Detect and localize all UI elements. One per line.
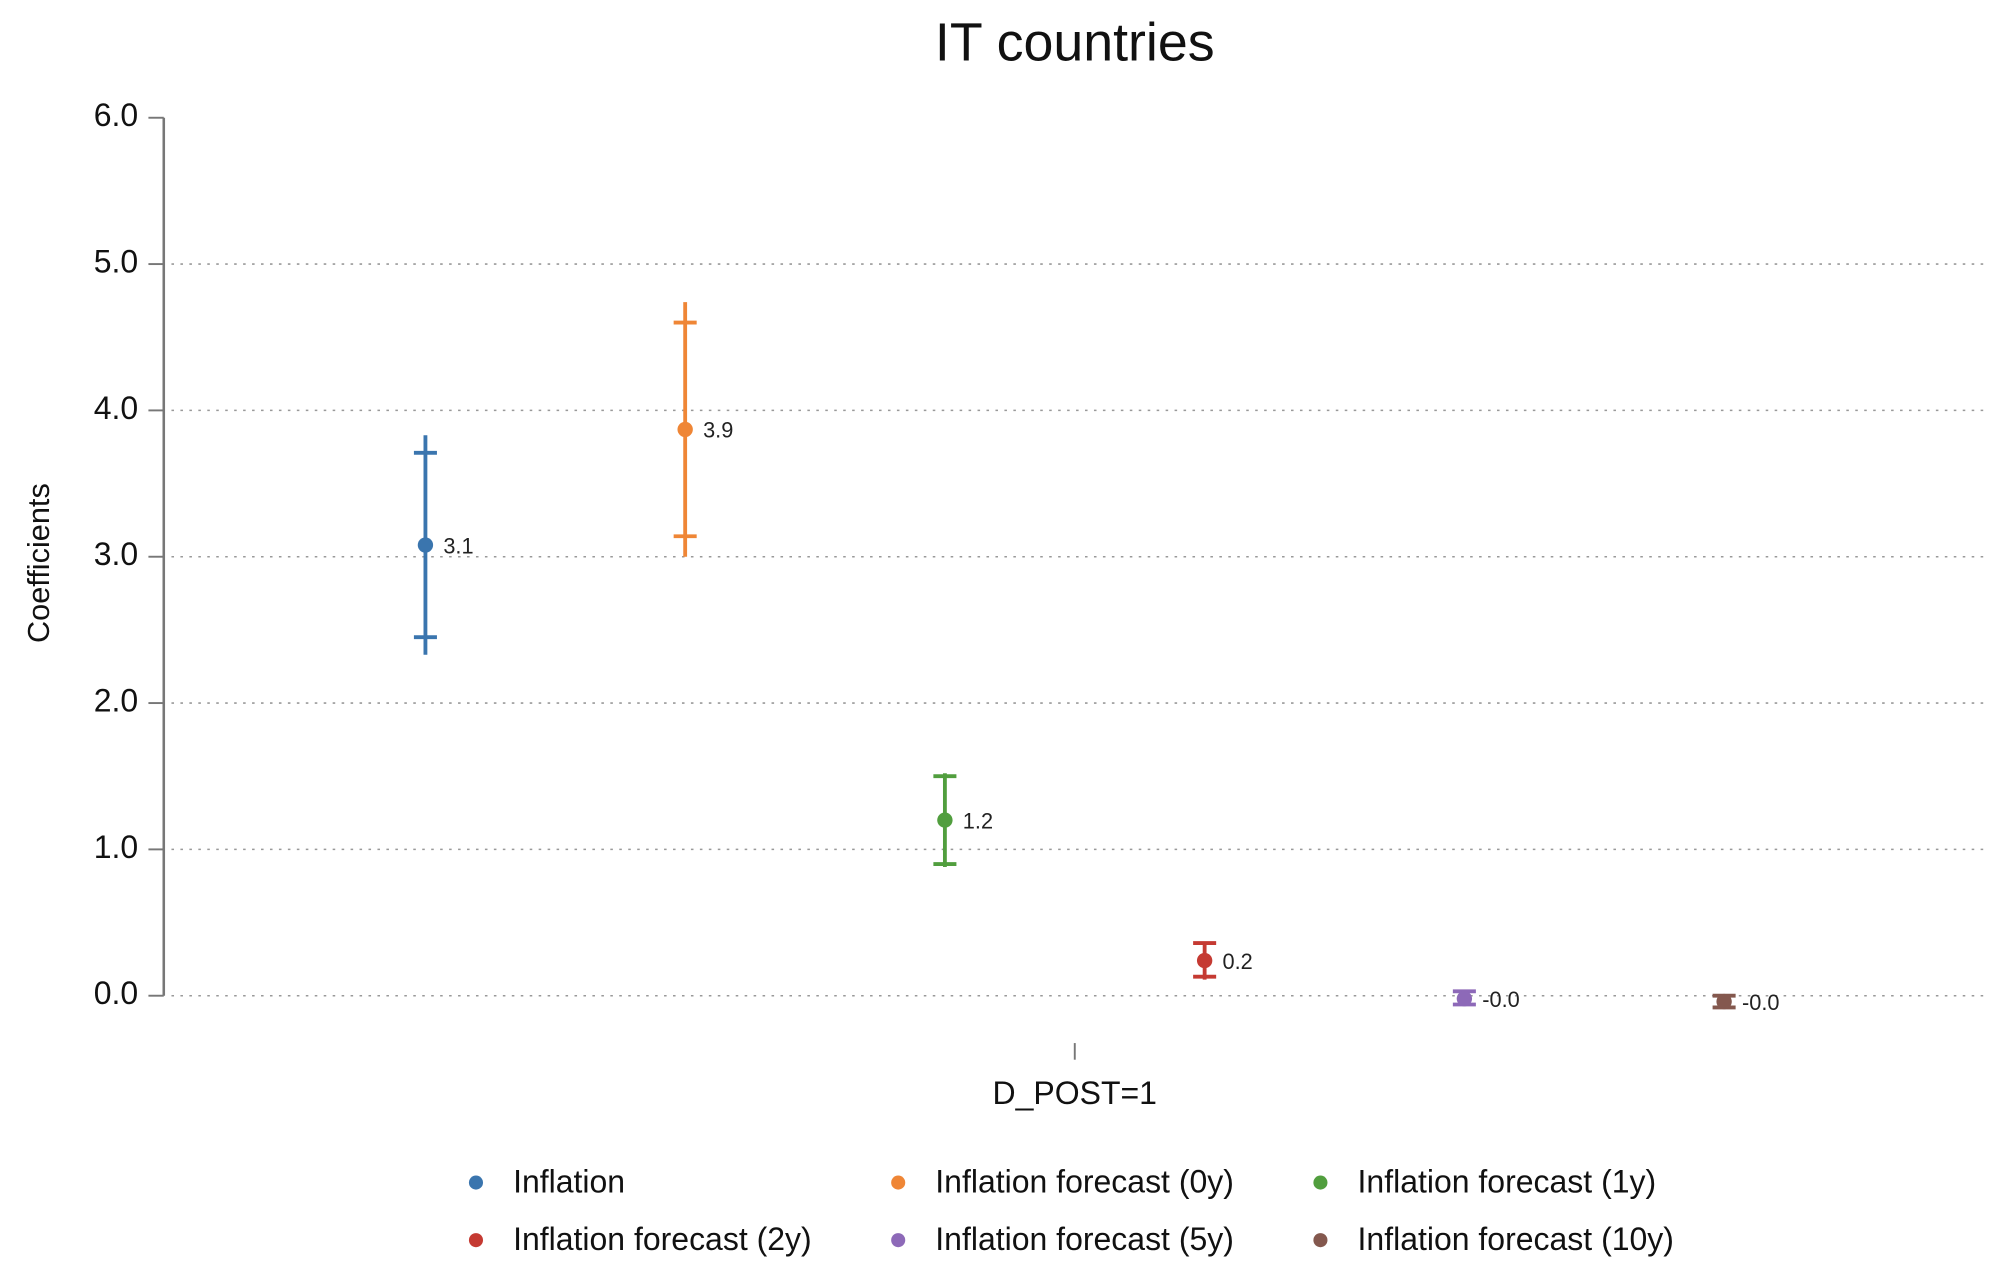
y-tick-label: 1.0 — [94, 829, 138, 865]
y-tick-label: 6.0 — [94, 97, 138, 133]
y-tick-label: 5.0 — [94, 244, 138, 280]
legend-label: Inflation forecast (0y) — [935, 1163, 1234, 1199]
y-tick-label: 3.0 — [94, 536, 138, 572]
legend-label: Inflation forecast (1y) — [1358, 1163, 1657, 1199]
legend-marker — [891, 1175, 906, 1190]
legend-marker — [1313, 1233, 1328, 1248]
value-label: 3.1 — [443, 533, 473, 558]
legend-marker — [891, 1233, 906, 1248]
y-tick-label: 0.0 — [94, 975, 138, 1011]
point — [1196, 952, 1213, 969]
legend-marker — [468, 1233, 484, 1248]
legend-marker — [468, 1175, 484, 1190]
point — [937, 812, 953, 828]
point — [1456, 990, 1473, 1007]
point — [1716, 993, 1732, 1010]
legend-marker — [1313, 1175, 1328, 1190]
y-axis-label: Coefficients — [21, 483, 56, 643]
x-tick-label: D_POST=1 — [993, 1075, 1157, 1111]
value-label: -0.0 — [1742, 990, 1779, 1015]
chart-title: IT countries — [935, 12, 1215, 72]
legend-label: Inflation — [513, 1163, 625, 1199]
value-label: 3.9 — [703, 418, 733, 443]
y-tick-label: 4.0 — [94, 390, 138, 426]
value-label: 0.2 — [1223, 949, 1253, 974]
legend-label: Inflation forecast (10y) — [1358, 1221, 1674, 1257]
point — [677, 421, 693, 438]
point — [417, 537, 434, 553]
value-label: 1.2 — [963, 808, 993, 833]
legend-label: Inflation forecast (5y) — [935, 1221, 1234, 1257]
legend-label: Inflation forecast (2y) — [513, 1221, 812, 1257]
value-label: -0.0 — [1482, 987, 1519, 1012]
y-tick-label: 2.0 — [94, 683, 138, 719]
